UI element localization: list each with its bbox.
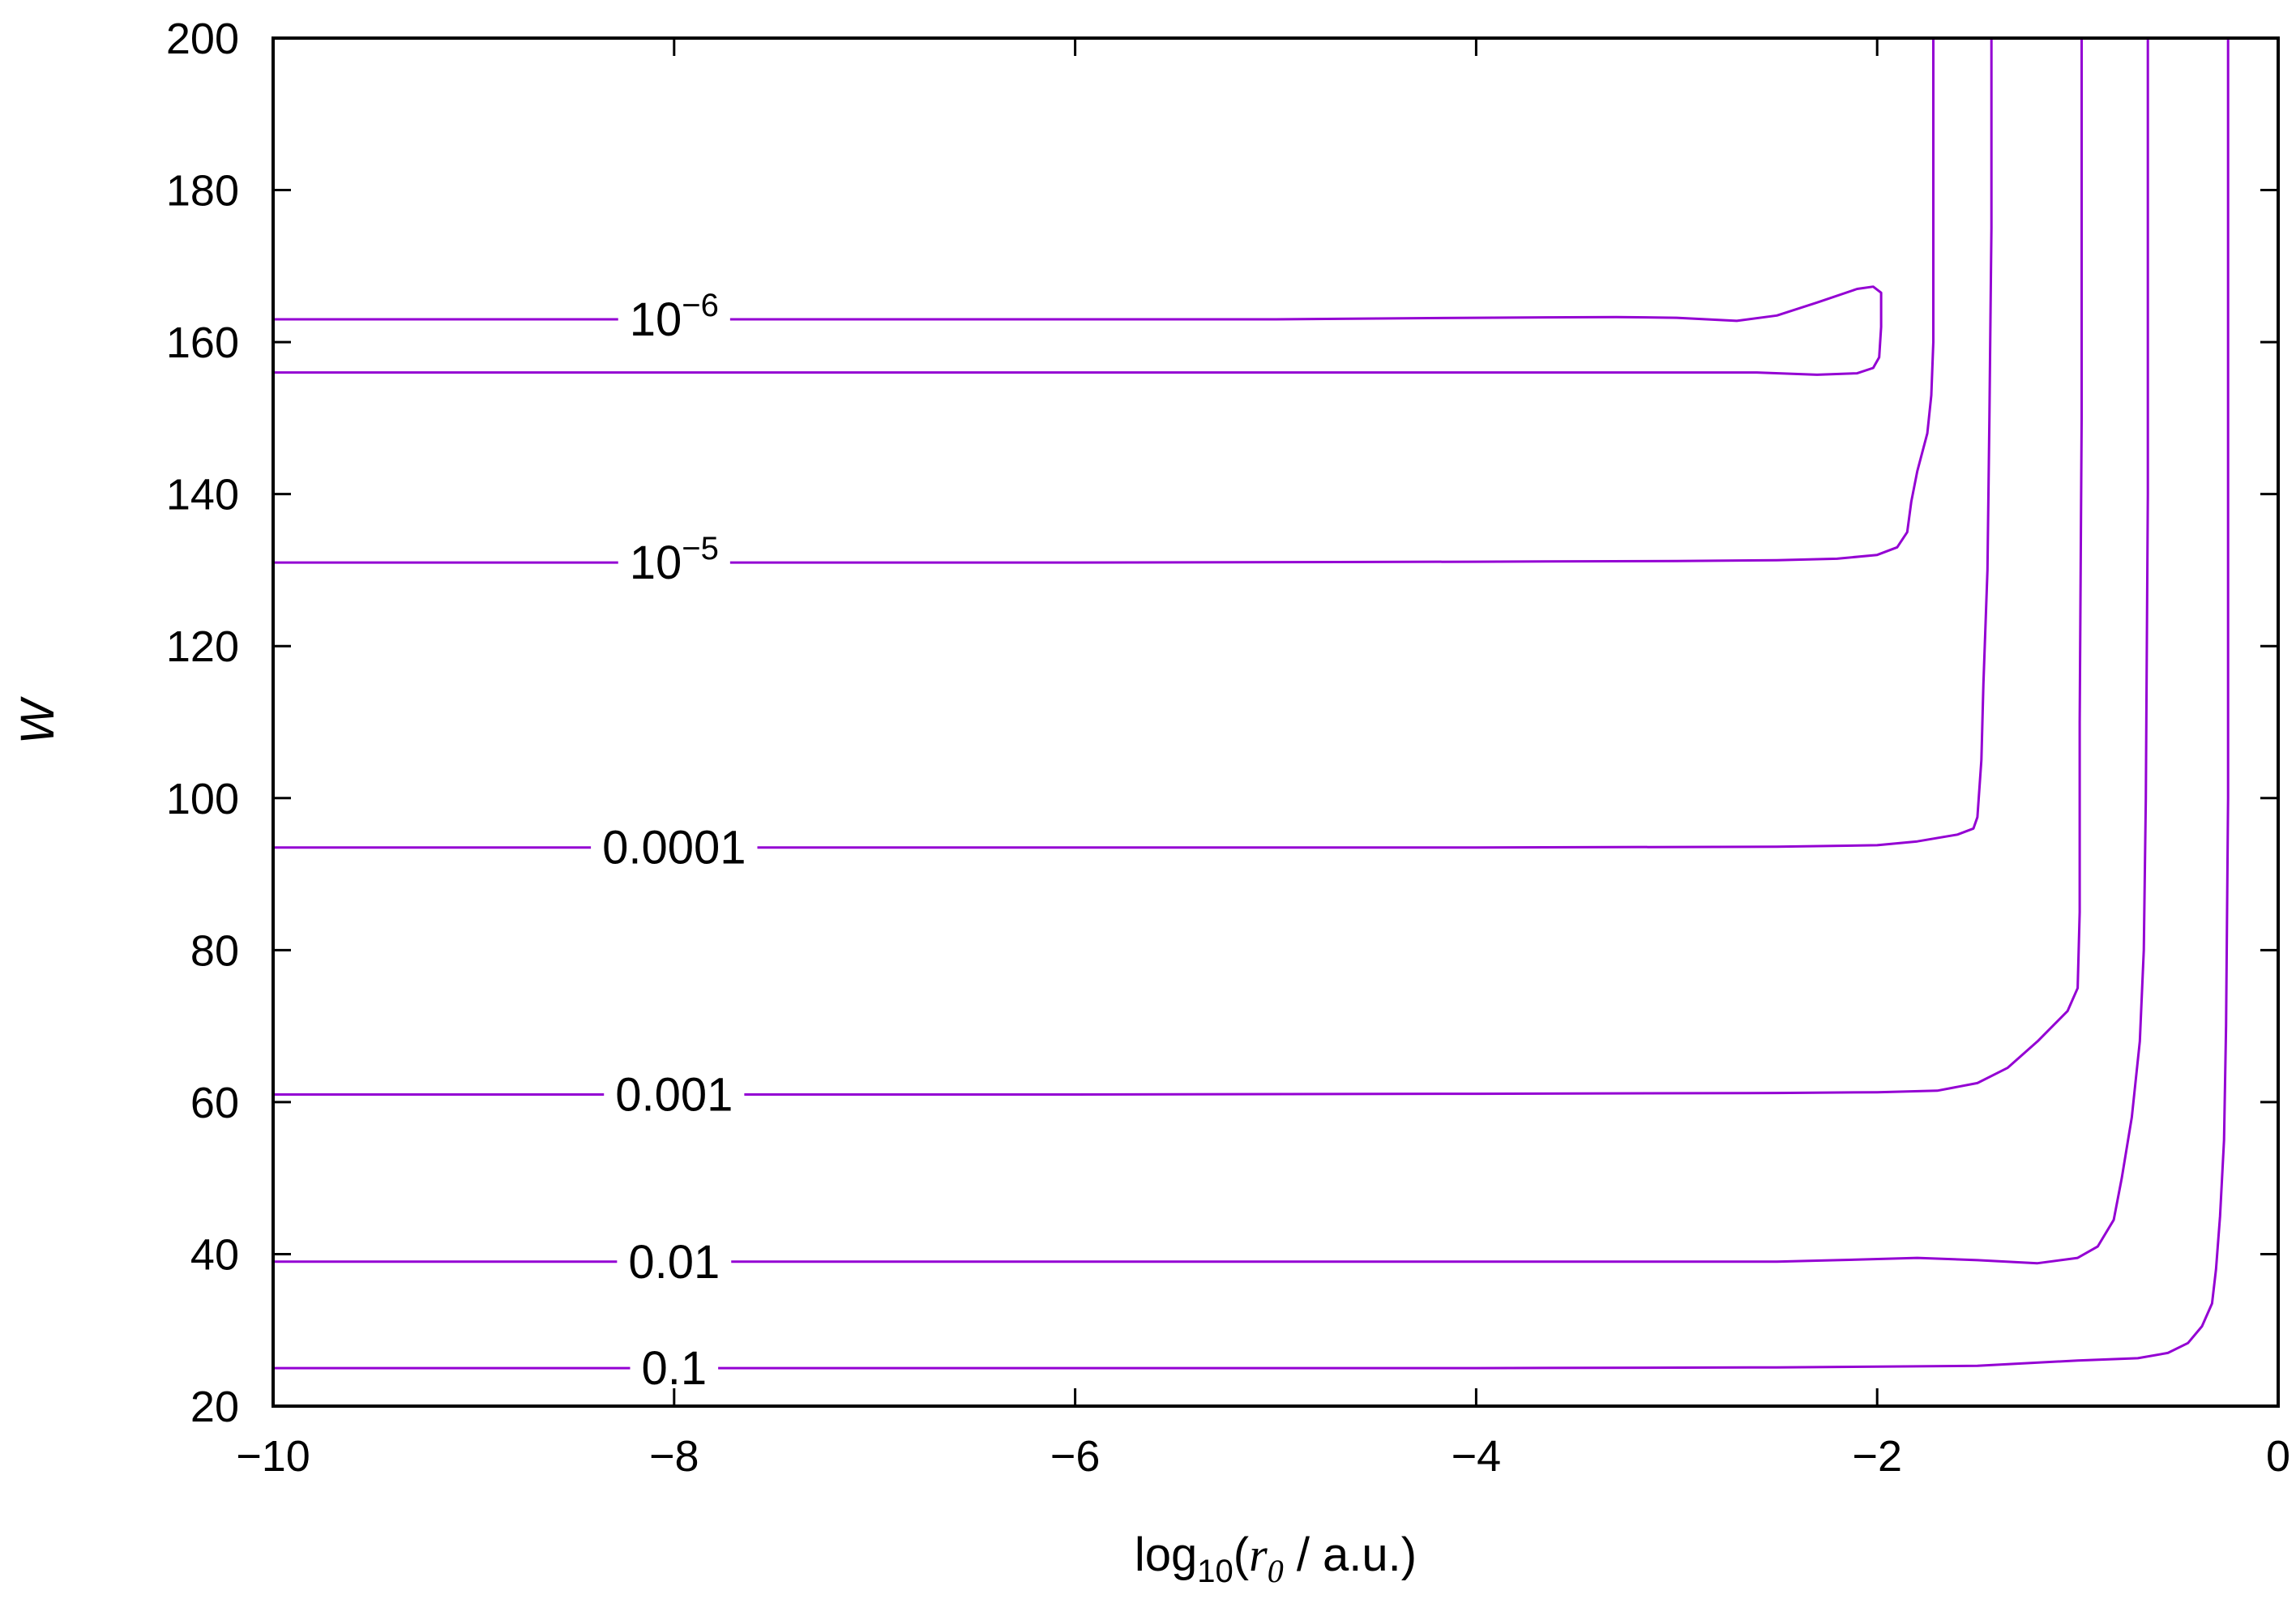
contour-1e-5-label-exp: −5: [682, 531, 719, 566]
x-tick-label: −10: [236, 1432, 310, 1481]
contour-1e-6-label-text: 10−6: [630, 288, 719, 346]
y-tick-label: 120: [166, 622, 239, 671]
y-tick-label: 140: [166, 471, 239, 519]
x-axis-title-open: (: [1234, 1528, 1249, 1581]
contour-1e-6-label: 10−6: [618, 284, 730, 349]
contour-1e-6-label-bg: [618, 284, 730, 349]
x-tick-label: −6: [1050, 1432, 1101, 1481]
contour-0.01-line: [272, 36, 2149, 1265]
contour-lines: [272, 36, 2230, 1370]
plot-frame: [272, 36, 2280, 1408]
x-axis-title-rest: / a.u.): [1284, 1528, 1417, 1581]
contour-1e-5-label-bg: [618, 528, 730, 593]
contour-0.0001-line: [272, 36, 1993, 849]
contour-0.001-label-bg: [604, 1065, 745, 1125]
y-tick-label: 180: [166, 167, 239, 216]
contour-1e-6-label-base: 10: [630, 293, 682, 346]
x-axis-title-var: r: [1249, 1528, 1268, 1581]
contour-1e-6-label-exp: −6: [682, 288, 719, 323]
y-tick-label: 40: [190, 1230, 239, 1279]
x-axis-title: log10(r0 / a.u.): [1135, 1528, 1417, 1589]
contour-0.0001-label-bg: [591, 818, 758, 878]
contour-0.001-line: [272, 36, 2083, 1096]
y-tick-label: 100: [166, 775, 239, 823]
x-tick-label: −2: [1852, 1432, 1902, 1481]
x-axis-title-var-sub: 0: [1268, 1553, 1284, 1589]
y-tick-label: 60: [190, 1079, 239, 1127]
contour-0.01-label-bg: [617, 1232, 732, 1292]
x-axis-title-base: 10: [1197, 1554, 1234, 1589]
contour-1e-5-label: 10−5: [618, 528, 730, 593]
contour-0.1-label-bg: [630, 1339, 719, 1399]
y-tick-labels: 20 40 60 80 100 120 140 160 180 200: [166, 15, 239, 1431]
x-axis-title-log: log: [1135, 1528, 1197, 1581]
contour-0.0001-label: 0.0001: [591, 818, 758, 878]
x-tick-label: 0: [2266, 1432, 2290, 1481]
x-tick-labels: −10 −8 −6 −4 −2 0: [236, 1432, 2290, 1481]
contour-0.1-line: [272, 36, 2230, 1370]
y-tick-label: 160: [166, 319, 239, 367]
contour-1e-5-label-base: 10: [630, 537, 682, 589]
contour-0.1-label-text: 0.1: [641, 1342, 707, 1395]
y-tick-label: 200: [166, 15, 239, 63]
x-tick-label: −8: [649, 1432, 699, 1481]
contour-0.001-label: 0.001: [604, 1065, 745, 1125]
contour-0.001-label-text: 0.001: [615, 1069, 733, 1122]
y-axis-title: W: [11, 695, 64, 744]
contour-0.0001-label-text: 0.0001: [602, 822, 746, 874]
y-tick-label: 20: [190, 1383, 239, 1431]
y-tick-label: 80: [190, 926, 239, 975]
contour-1e-5-label-text: 10−5: [630, 531, 719, 589]
contour-0.1-label: 0.1: [630, 1339, 719, 1399]
contour-1e-5-line: [272, 36, 1935, 564]
x-tick-label: −4: [1452, 1432, 1502, 1481]
contour-1e-6-line: [272, 285, 1883, 376]
contour-0.01-label-text: 0.01: [628, 1236, 720, 1289]
contour-0.01-label: 0.01: [617, 1232, 732, 1292]
